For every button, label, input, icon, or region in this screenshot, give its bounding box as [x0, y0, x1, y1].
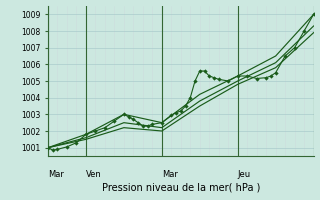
Text: Ven: Ven: [86, 170, 102, 179]
Text: Mar: Mar: [162, 170, 178, 179]
Text: Pression niveau de la mer( hPa ): Pression niveau de la mer( hPa ): [102, 183, 260, 193]
Text: Jeu: Jeu: [238, 170, 251, 179]
Text: Mar: Mar: [48, 170, 64, 179]
